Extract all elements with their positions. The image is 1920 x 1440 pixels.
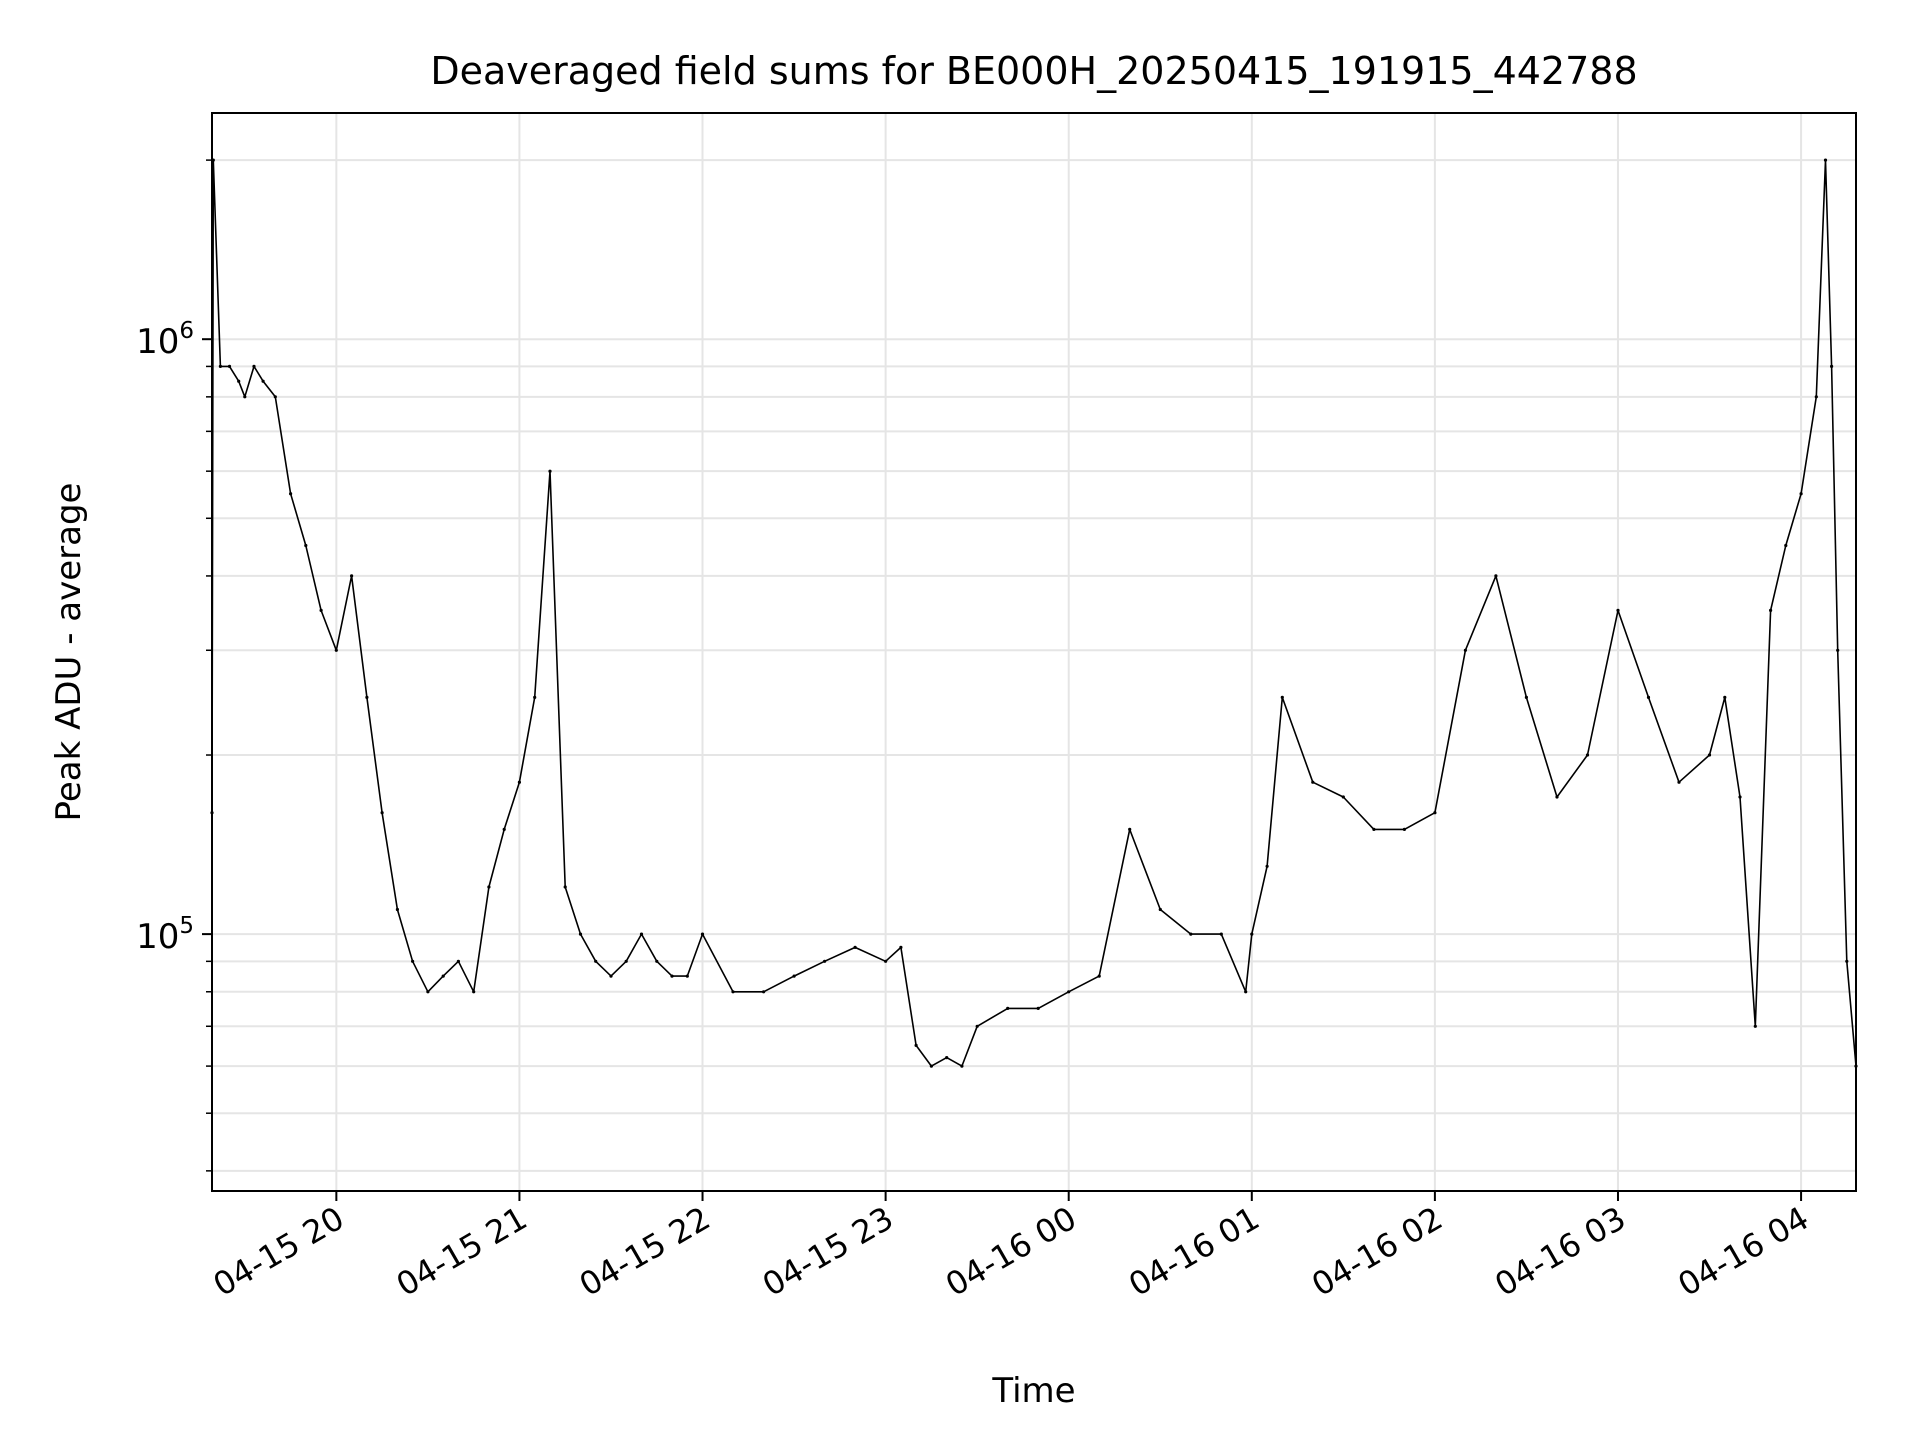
data-point <box>685 974 689 978</box>
data-point <box>563 885 567 889</box>
data-point <box>853 945 857 950</box>
data-point <box>548 469 552 473</box>
data-point <box>1646 695 1651 700</box>
data-point <box>1753 1024 1757 1028</box>
data-point <box>261 379 265 383</box>
data-point <box>1006 1006 1010 1011</box>
data-point <box>395 907 399 912</box>
chart-title: Deaveraged field sums for BE000H_2025041… <box>430 49 1637 93</box>
data-point <box>1280 695 1284 700</box>
data-point <box>1677 780 1681 784</box>
data-point <box>1836 648 1840 652</box>
data-point <box>289 492 293 496</box>
y-axis-label: Peak ADU - average <box>49 483 89 822</box>
data-point <box>1494 574 1498 578</box>
data-point <box>639 932 644 936</box>
data-point <box>578 932 583 936</box>
data-point <box>1707 753 1712 757</box>
data-point <box>823 959 827 963</box>
y-tick-label: 105 <box>136 913 194 957</box>
data-point <box>1463 648 1467 652</box>
x-axis-label: Time <box>991 1371 1075 1411</box>
data-point <box>1585 753 1590 757</box>
data-point <box>700 932 705 936</box>
data-point <box>1769 608 1773 613</box>
y-tick-label: 106 <box>136 318 194 362</box>
data-point <box>1341 795 1345 799</box>
data-point <box>252 364 256 368</box>
data-point <box>609 974 613 978</box>
data-point <box>1097 974 1101 978</box>
data-point <box>1555 795 1559 799</box>
data-point <box>411 959 415 963</box>
data-point <box>237 379 241 383</box>
data-point <box>1823 158 1828 162</box>
data-point <box>1784 543 1788 548</box>
data-point <box>472 990 476 994</box>
data-point <box>1067 990 1071 994</box>
data-point <box>1128 827 1132 832</box>
data-point <box>1524 695 1528 700</box>
data-point <box>1402 827 1406 832</box>
data-point <box>1830 364 1834 368</box>
data-point <box>304 543 308 548</box>
data-point <box>441 974 445 978</box>
data-point <box>502 827 506 832</box>
data-point <box>975 1024 979 1028</box>
data-point <box>1845 959 1849 963</box>
data-point <box>227 364 232 368</box>
data-point <box>1723 695 1727 700</box>
data-point <box>426 990 430 994</box>
data-point <box>1265 864 1269 868</box>
data-point <box>1311 780 1315 784</box>
data-point <box>624 959 628 963</box>
data-point <box>960 1064 964 1068</box>
data-point <box>1219 932 1223 936</box>
data-point <box>1158 907 1162 912</box>
data-point <box>273 395 277 399</box>
data-point <box>655 959 659 963</box>
data-layer <box>210 158 1858 1068</box>
data-point <box>914 1043 918 1047</box>
y-tick-label-base: 10 <box>136 917 179 957</box>
y-tick-label-exponent: 5 <box>179 913 194 939</box>
data-point <box>929 1064 934 1068</box>
data-point <box>1616 608 1620 613</box>
data-point <box>1372 827 1376 832</box>
data-point <box>456 959 460 963</box>
data-point <box>487 885 491 889</box>
data-point <box>884 959 888 963</box>
y-tick-label-exponent: 6 <box>179 318 194 344</box>
data-point <box>319 608 323 613</box>
data-point <box>365 695 369 700</box>
data-point <box>334 648 338 652</box>
data-point <box>1799 492 1803 496</box>
data-point <box>1433 811 1437 815</box>
data-point <box>517 780 522 784</box>
data-point <box>1036 1006 1040 1011</box>
y-tick-label-base: 10 <box>136 322 179 362</box>
data-point <box>731 990 735 994</box>
data-point <box>792 974 796 978</box>
data-point <box>1189 932 1193 936</box>
data-point <box>243 395 247 399</box>
data-point <box>1738 795 1742 799</box>
data-point <box>218 364 222 368</box>
data-point <box>762 990 766 994</box>
data-point <box>350 574 354 578</box>
data-point <box>594 959 598 963</box>
data-point <box>670 974 674 978</box>
data-point <box>1814 395 1818 399</box>
data-point <box>380 811 384 815</box>
grid-layer <box>212 113 1856 1191</box>
data-point <box>1244 990 1248 994</box>
data-point <box>533 695 537 700</box>
data-point <box>945 1056 949 1060</box>
data-point <box>1250 932 1254 936</box>
plot-frame <box>211 112 1857 1192</box>
data-point <box>899 945 903 950</box>
